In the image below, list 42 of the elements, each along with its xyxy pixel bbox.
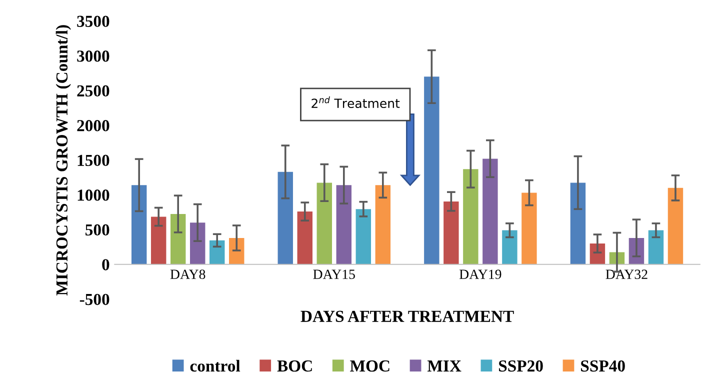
bar <box>170 214 186 264</box>
y-tick-label: 1000 <box>78 190 110 201</box>
bar <box>502 230 518 264</box>
annotation: 2$^{nd}$ Treatment <box>312 96 400 108</box>
bar <box>316 182 332 264</box>
legend-label: SSP40 <box>581 360 625 372</box>
y-tick-label: 3000 <box>77 50 110 62</box>
bar <box>444 201 459 264</box>
bar <box>375 185 391 264</box>
legend-label: MIX <box>427 360 462 372</box>
bar <box>668 188 684 264</box>
x-tick-label: DAY8 <box>170 270 206 280</box>
bar <box>131 185 147 264</box>
bar <box>297 212 312 264</box>
bar <box>150 216 166 264</box>
y-tick-label: 2000 <box>77 120 110 132</box>
y-tick-label: 500 <box>86 224 110 236</box>
y-tick-label: 0 <box>102 259 110 270</box>
bar <box>570 182 586 264</box>
y-tick-label: -500 <box>80 294 110 306</box>
y-tick-label: 1500 <box>78 154 110 166</box>
y-axis-title: MICROCYSTIS GROWTH (Count/l) <box>56 25 71 296</box>
x-tick-label: DAY15 <box>313 270 355 280</box>
x-tick-label: DAY19 <box>459 270 502 280</box>
bar <box>648 230 664 264</box>
bar <box>424 76 440 264</box>
legend-label: BOC <box>277 360 312 372</box>
bar <box>190 222 206 264</box>
x-tick-label: DAY32 <box>606 270 648 280</box>
bar <box>463 169 478 264</box>
bar <box>482 158 498 264</box>
y-tick-label: 3500 <box>77 16 110 28</box>
bar <box>210 240 225 264</box>
bar <box>522 192 537 264</box>
legend-label: SSP20 <box>499 360 543 372</box>
bar <box>336 185 352 264</box>
legend-label: MOC <box>350 360 390 372</box>
bar <box>356 209 372 264</box>
bar <box>278 172 293 264</box>
y-tick-label: 2500 <box>77 85 110 97</box>
x-axis-title: DAYS AFTER TREATMENT <box>300 310 514 322</box>
legend-label: control <box>190 360 240 372</box>
